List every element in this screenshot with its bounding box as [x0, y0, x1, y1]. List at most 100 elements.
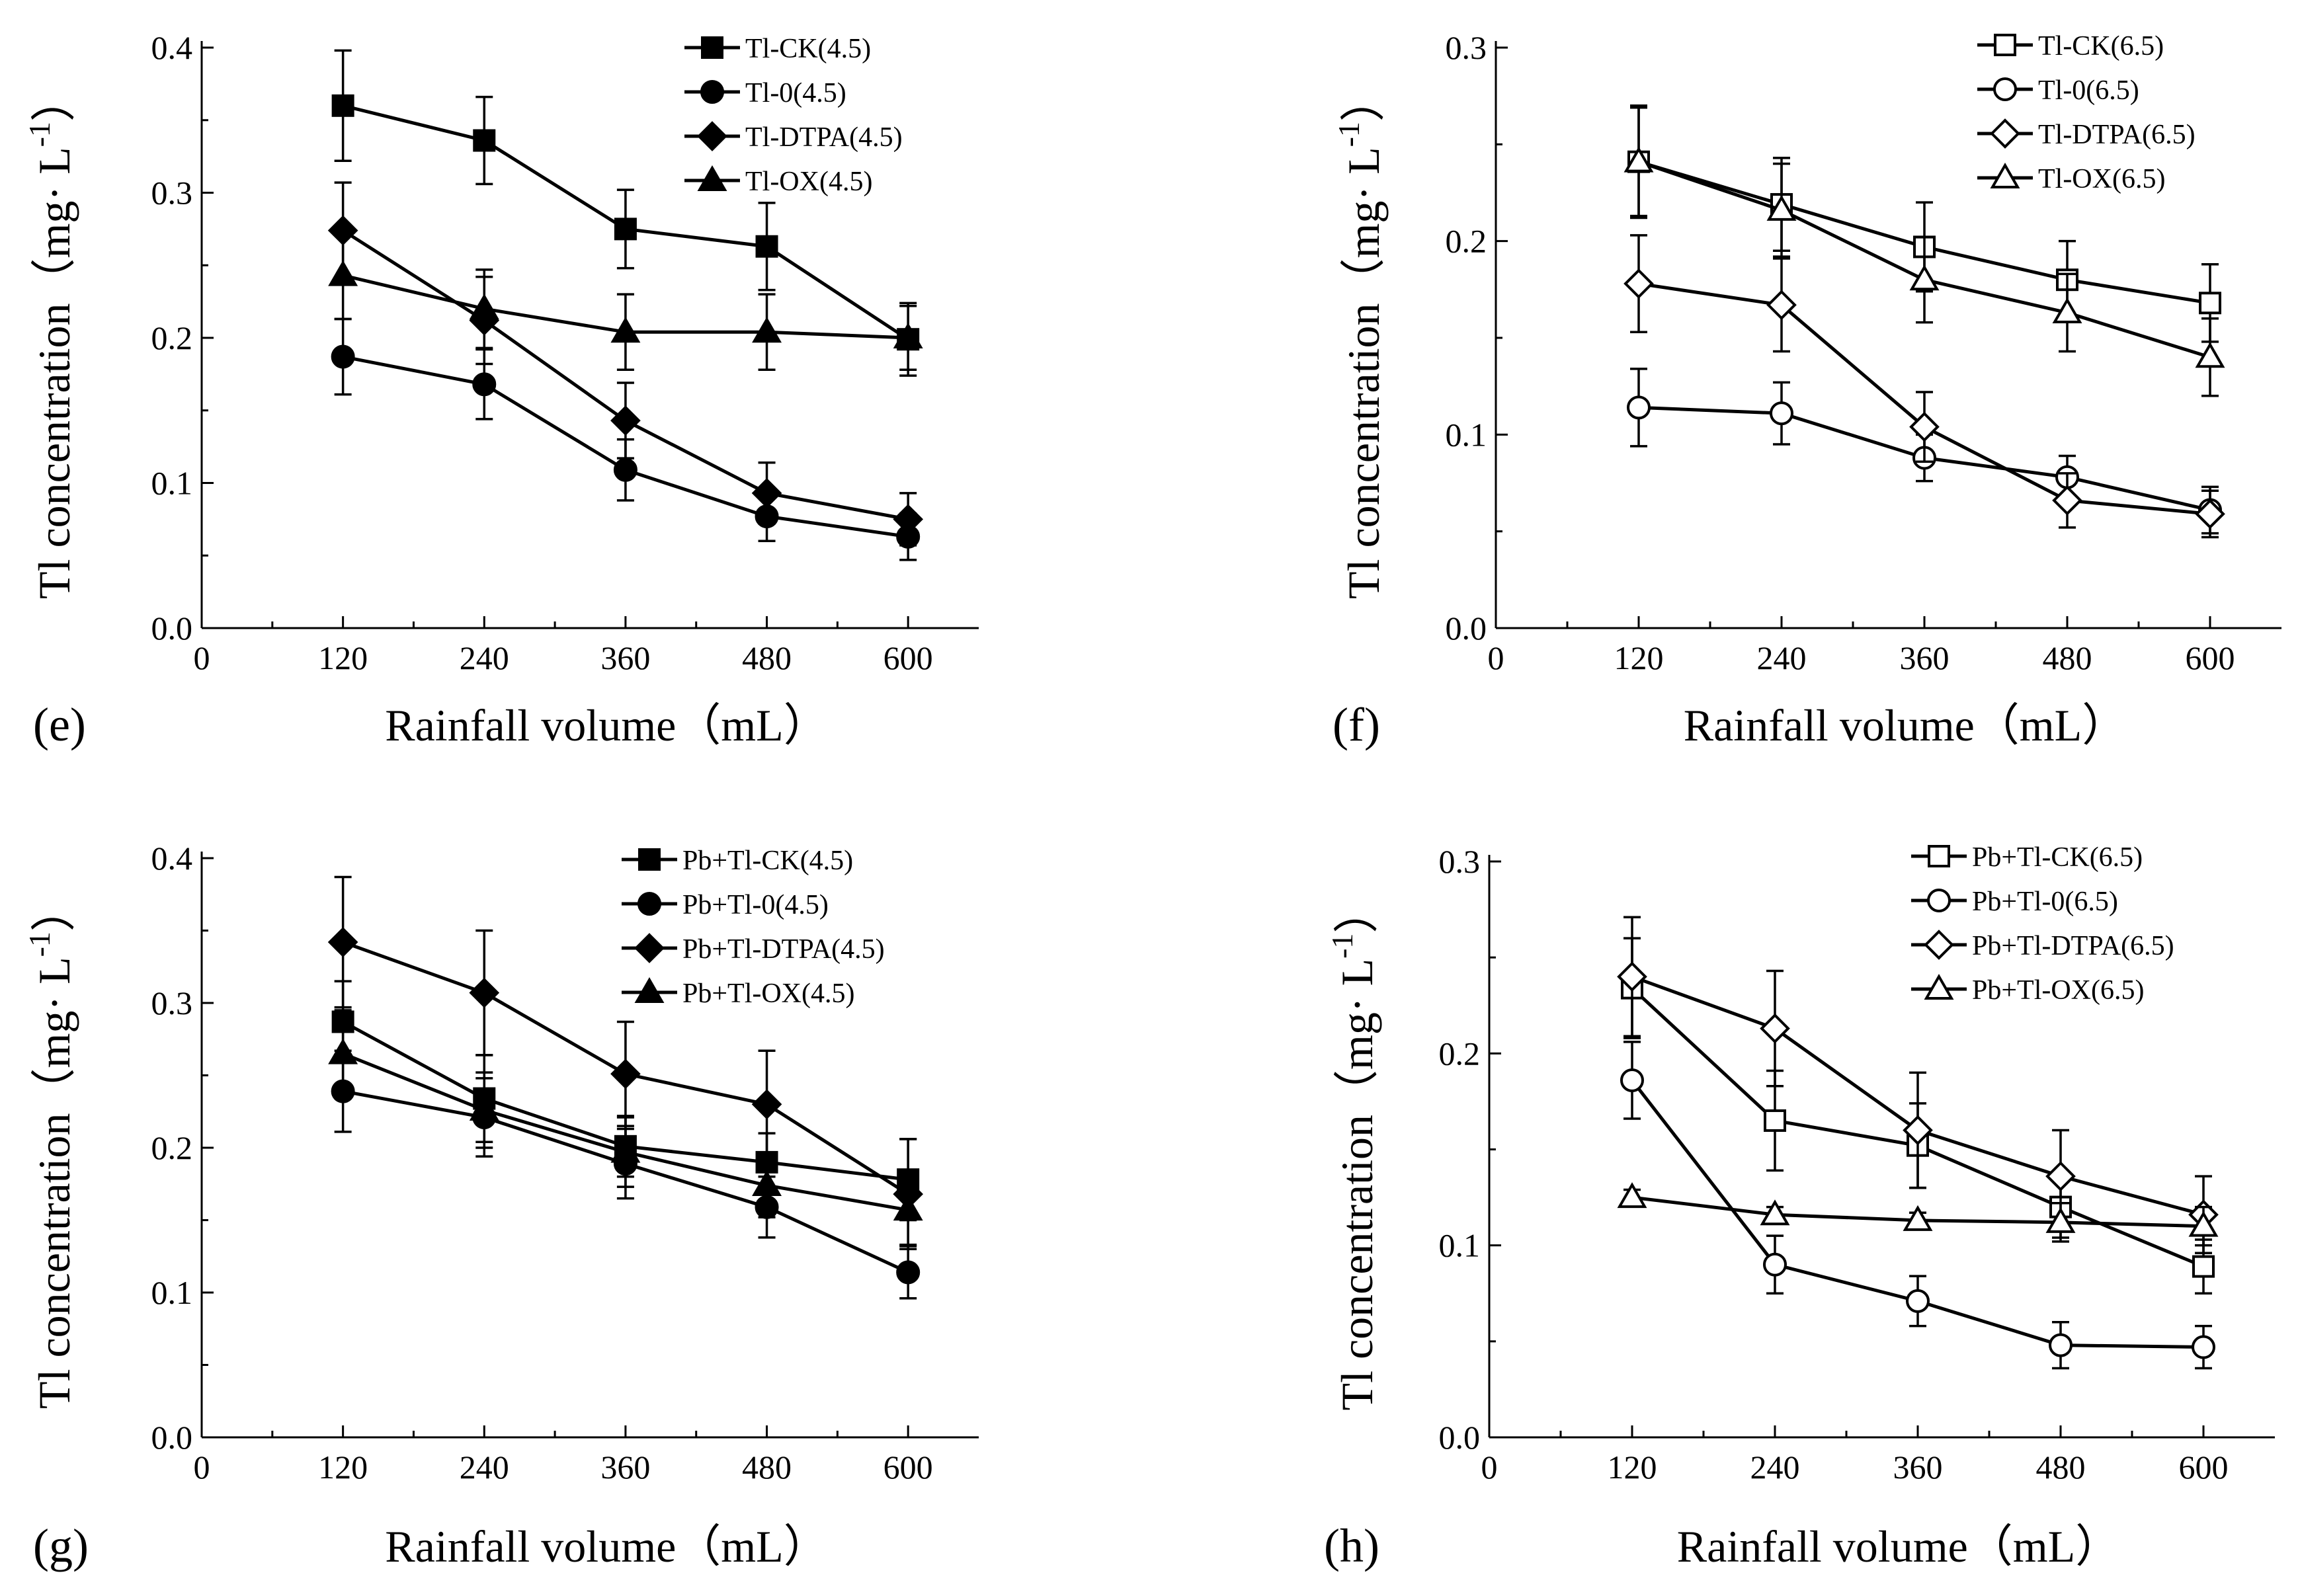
x-axis-title: Rainfall volume（mL）: [1677, 1521, 2120, 1572]
legend-entry: Tl-0(6.5): [1977, 75, 2139, 106]
x-tick-label: 0: [1481, 1449, 1498, 1486]
legend-entry: Pb+Tl-DTPA(6.5): [1911, 930, 2174, 961]
legend-marker: [1990, 118, 2020, 149]
data-point: [2195, 342, 2225, 368]
x-tick-label: 120: [318, 1449, 368, 1486]
y-tick-label: 0.2: [1439, 1035, 1481, 1072]
y-tick-label: 0.0: [151, 1419, 193, 1456]
y-axis-title-main: Tl concentration（mg· L: [1332, 959, 1382, 1411]
legend-label: Tl-0(6.5): [2038, 75, 2139, 106]
data-point: [1623, 268, 1654, 299]
data-point: [1620, 1068, 1644, 1092]
legend-entry: Pb+Tl-OX(4.5): [622, 977, 855, 1009]
x-tick-label: 480: [742, 639, 792, 676]
series-Pb+Tl-DTPA(6.5): [1617, 916, 2219, 1255]
legend-entry: Tl-DTPA(4.5): [684, 121, 903, 153]
series-Pb+Tl-OX(4.5): [328, 1009, 923, 1246]
chart-panel-g: 0 120 240 360 480 600 0.0 0.1 0.2 0.3 0.4 Rainfall …: [22, 840, 979, 1572]
data-point: [752, 1170, 782, 1196]
data-point: [331, 344, 355, 369]
y-tick-label: 0.2: [1446, 223, 1487, 260]
legend-label: Tl-OX(6.5): [2038, 164, 2165, 194]
x-tick-label: 360: [1893, 1449, 1943, 1486]
legend-label: Pb+Tl-OX(6.5): [1972, 975, 2145, 1006]
data-point: [752, 317, 782, 343]
y-axis-title-main: Tl concentration（mg· L: [29, 957, 79, 1409]
data-point: [473, 129, 496, 152]
x-axis-title: Rainfall volume（mL）: [385, 1521, 828, 1572]
data-point: [893, 1195, 923, 1221]
data-point: [610, 405, 641, 436]
data-point: [1763, 1252, 1787, 1277]
chart-panel-f: 0 120 240 360 480 600 0.0 0.1 0.2 0.3 Rainfall vol…: [1332, 29, 2281, 751]
y-axis-title: Tl concentration（mg· L-1）: [1332, 77, 1389, 599]
data-point: [328, 1038, 358, 1064]
data-point: [2052, 485, 2082, 516]
data-point: [1766, 194, 1797, 221]
data-point: [1766, 290, 1797, 321]
legend-marker: [700, 80, 724, 104]
data-point: [472, 372, 497, 397]
x-tick-label: 600: [883, 1449, 933, 1486]
data-point: [2052, 297, 2082, 323]
y-tick-label: 0.0: [151, 610, 193, 647]
data-point: [2045, 1161, 2076, 1191]
y-tick-label: 0.2: [151, 319, 193, 356]
y-tick-label: 0.0: [1446, 610, 1487, 647]
legend-marker: [1994, 34, 2016, 56]
series-Tl-OX(6.5): [1623, 106, 2225, 397]
data-point: [610, 317, 641, 343]
series-Pb+Tl-0(6.5): [1620, 1041, 2215, 1370]
legend-marker: [1924, 973, 1954, 1000]
data-point: [469, 1095, 499, 1121]
y-axis-title-main: Tl concentration（mg· L: [1338, 147, 1389, 599]
y-axis-title-close: ）: [1338, 77, 1389, 122]
series-Tl-CK(4.5): [331, 49, 920, 377]
legend-marker: [697, 121, 727, 151]
y-tick-label: 0.1: [1446, 416, 1487, 453]
legend-label: Pb+Tl-DTPA(4.5): [682, 934, 885, 965]
data-point: [469, 977, 500, 1008]
data-point: [469, 294, 499, 320]
data-point: [1627, 395, 1651, 420]
legend-entry: Tl-CK(4.5): [684, 34, 871, 64]
data-point: [2192, 1335, 2215, 1359]
data-point: [331, 94, 354, 117]
data-point: [2192, 1255, 2215, 1278]
data-point: [1906, 1289, 1930, 1313]
x-tick-label: 120: [1614, 639, 1664, 676]
y-tick-label: 0.3: [151, 175, 193, 212]
y-axis-title: Tl concentration（mg· L-1）: [22, 77, 79, 599]
data-point: [2199, 292, 2221, 315]
x-tick-label: 480: [742, 1449, 792, 1486]
y-axis-title-sup: -1: [22, 122, 56, 147]
legend-marker: [1993, 77, 2017, 101]
legend-marker: [1927, 889, 1951, 912]
x-tick-label: 360: [600, 1449, 650, 1486]
legend-label: Pb+Tl-0(6.5): [1972, 887, 2118, 917]
x-tick-label: 600: [2179, 1449, 2229, 1486]
legend-label: Tl-DTPA(6.5): [2038, 120, 2196, 150]
data-point: [1903, 1205, 1933, 1231]
x-tick-label: 240: [1750, 1449, 1800, 1486]
legend-entry: Tl-OX(6.5): [1977, 162, 2165, 194]
data-point: [2195, 499, 2225, 530]
panel-label: (f): [1333, 698, 1380, 751]
legend-marker: [637, 892, 661, 916]
series-Pb+Tl-DTPA(4.5): [327, 875, 924, 1251]
series-Pb+Tl-OX(6.5): [1617, 1182, 2219, 1247]
legend-entry: Tl-CK(6.5): [1977, 31, 2164, 61]
y-tick-label: 0.1: [151, 465, 193, 502]
x-tick-label: 360: [600, 639, 650, 676]
panel-label: (g): [33, 1519, 89, 1572]
data-point: [896, 1260, 921, 1285]
x-tick-label: 0: [1488, 639, 1504, 676]
x-tick-label: 600: [2186, 639, 2235, 676]
y-axis-title-sup: -1: [22, 932, 56, 957]
legend-marker: [1924, 930, 1954, 960]
x-tick-label: 360: [1900, 639, 1950, 676]
y-axis-title-main: Tl concentration（mg· L: [29, 147, 79, 599]
legend-entry: Pb+Tl-0(4.5): [622, 890, 829, 920]
legend-entry: Pb+Tl-0(6.5): [1911, 887, 2118, 917]
